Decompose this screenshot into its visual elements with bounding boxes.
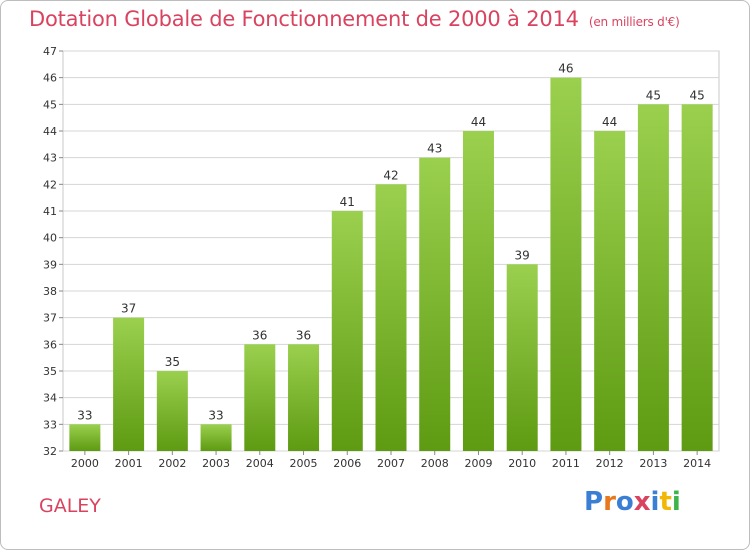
bar <box>200 424 232 451</box>
x-tick-label: 2002 <box>158 457 186 470</box>
x-tick-label: 2003 <box>202 457 230 470</box>
x-tick-label: 2013 <box>639 457 667 470</box>
x-tick-label: 2012 <box>596 457 624 470</box>
logo-letter: i <box>671 487 681 517</box>
data-label: 35 <box>165 355 180 369</box>
x-tick-label: 2014 <box>683 457 711 470</box>
y-tick-label: 36 <box>43 338 57 351</box>
bar <box>69 424 101 451</box>
x-tick-label: 2001 <box>115 457 143 470</box>
y-tick-label: 46 <box>43 72 57 85</box>
y-tick-label: 42 <box>43 178 57 191</box>
data-label: 37 <box>121 302 136 316</box>
data-label: 36 <box>252 328 267 342</box>
y-tick-label: 40 <box>43 232 57 245</box>
logo-letter: i <box>650 487 660 517</box>
x-tick-label: 2005 <box>290 457 318 470</box>
data-label: 45 <box>646 88 661 102</box>
y-tick-label: 33 <box>43 418 57 431</box>
y-tick-label: 43 <box>43 152 57 165</box>
data-label: 33 <box>77 408 92 422</box>
data-label: 42 <box>383 168 398 182</box>
bar <box>681 104 713 451</box>
x-tick-label: 2007 <box>377 457 405 470</box>
data-label: 45 <box>689 88 704 102</box>
data-label: 41 <box>340 195 355 209</box>
y-tick-label: 32 <box>43 445 57 458</box>
x-tick-label: 2004 <box>246 457 274 470</box>
y-tick-label: 45 <box>43 98 57 111</box>
data-label: 46 <box>558 62 573 76</box>
bar <box>506 264 538 451</box>
logo-letter: x <box>633 487 651 517</box>
bar <box>462 131 494 451</box>
x-tick-label: 2010 <box>508 457 536 470</box>
chart-title: Dotation Globale de Fonctionnement de 20… <box>29 7 680 31</box>
logo-letter: t <box>659 487 672 517</box>
bar <box>244 344 276 451</box>
bar <box>331 211 363 451</box>
bar <box>156 371 188 451</box>
y-tick-label: 34 <box>43 392 57 405</box>
data-label: 43 <box>427 142 442 156</box>
bar <box>288 344 320 451</box>
chart-unit: (en milliers d'€) <box>588 15 680 29</box>
x-tick-label: 2000 <box>71 457 99 470</box>
bar <box>375 184 407 452</box>
logo-letter: r <box>603 487 616 517</box>
x-tick-label: 2011 <box>552 457 580 470</box>
data-label: 44 <box>602 115 617 129</box>
y-tick-label: 35 <box>43 365 57 378</box>
y-tick-label: 47 <box>43 45 57 58</box>
x-tick-label: 2006 <box>333 457 361 470</box>
x-tick-label: 2008 <box>421 457 449 470</box>
data-label: 39 <box>515 248 530 262</box>
data-label: 36 <box>296 328 311 342</box>
bar <box>113 317 145 451</box>
chart-title-text: Dotation Globale de Fonctionnement de 20… <box>29 7 579 31</box>
y-tick-label: 39 <box>43 258 57 271</box>
y-tick-label: 37 <box>43 312 57 325</box>
y-tick-label: 41 <box>43 205 57 218</box>
data-label: 33 <box>208 408 223 422</box>
x-tick-label: 2009 <box>464 457 492 470</box>
bar <box>419 157 451 451</box>
bar <box>550 77 582 452</box>
y-tick-label: 38 <box>43 285 57 298</box>
logo-letter: o <box>615 487 634 517</box>
commune-name: GALEY <box>39 495 101 517</box>
data-label: 44 <box>471 115 486 129</box>
bar <box>594 131 626 451</box>
bar <box>637 104 669 451</box>
logo-letter: P <box>584 487 604 517</box>
proxiti-logo[interactable]: Proxiti <box>584 487 681 517</box>
y-tick-label: 44 <box>43 125 57 138</box>
